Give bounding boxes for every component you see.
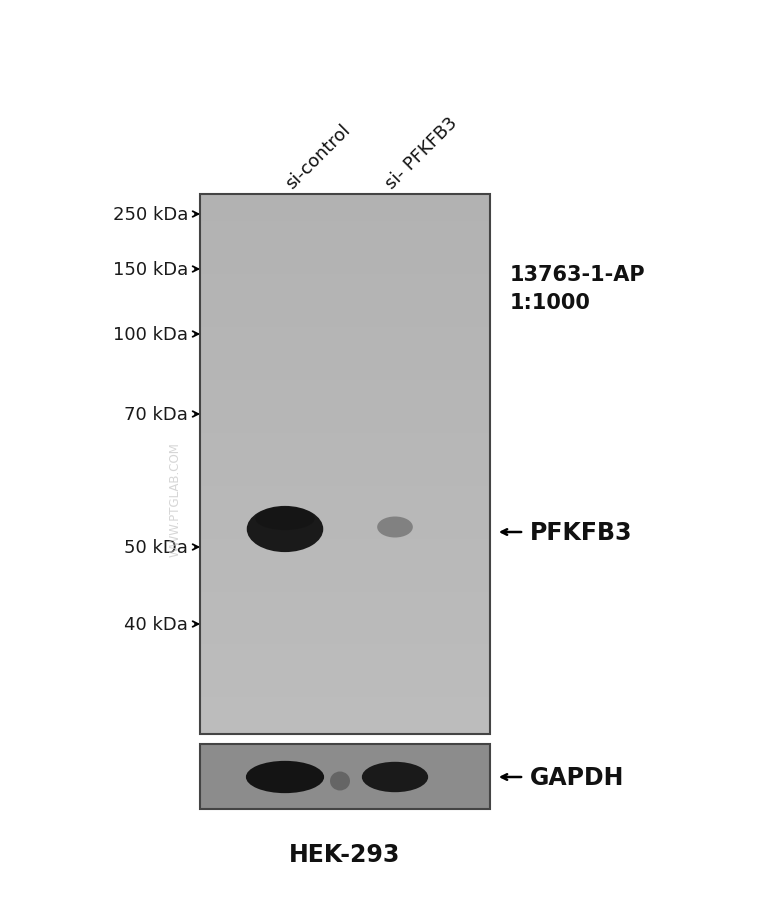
- Ellipse shape: [377, 517, 413, 538]
- Text: 100 kDa: 100 kDa: [113, 326, 188, 344]
- Text: 40 kDa: 40 kDa: [124, 615, 188, 633]
- Text: 250 kDa: 250 kDa: [113, 206, 188, 224]
- Text: WWW.PTGLAB.COM: WWW.PTGLAB.COM: [169, 442, 182, 557]
- Ellipse shape: [246, 761, 324, 793]
- Ellipse shape: [247, 506, 323, 553]
- Bar: [200, 195, 490, 734]
- Text: 70 kDa: 70 kDa: [124, 406, 188, 424]
- Text: 150 kDa: 150 kDa: [113, 261, 188, 279]
- Bar: [200, 744, 490, 809]
- Text: 50 kDa: 50 kDa: [124, 538, 188, 557]
- Text: si- PFKFB3: si- PFKFB3: [382, 114, 461, 193]
- Text: 13763-1-AP
1:1000: 13763-1-AP 1:1000: [510, 264, 646, 313]
- Text: GAPDH: GAPDH: [530, 765, 624, 789]
- Ellipse shape: [330, 771, 350, 791]
- Text: HEK-293: HEK-293: [289, 842, 400, 866]
- Text: si-control: si-control: [282, 121, 354, 193]
- Ellipse shape: [362, 762, 428, 792]
- Ellipse shape: [255, 508, 314, 530]
- Text: PFKFB3: PFKFB3: [530, 520, 633, 545]
